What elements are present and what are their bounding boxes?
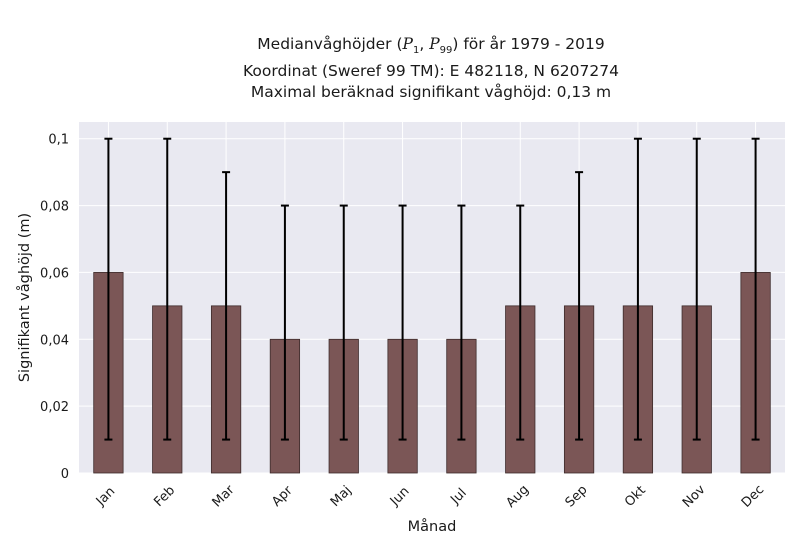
x-tick-label: Apr: [269, 483, 296, 510]
title-p-low-sub: 1: [412, 45, 420, 57]
title-separator: ,: [419, 35, 430, 53]
x-axis-label: Månad: [408, 518, 457, 535]
y-tick-label: 0,08: [40, 200, 69, 215]
x-tick-label: Jan: [93, 484, 118, 509]
title-p-low: P: [402, 35, 413, 53]
title-p-high: P: [429, 35, 440, 53]
title-line-1: Medianvåghöjder (P1, P99) för år 1979 - …: [0, 34, 800, 61]
title-line-1-suffix: ) för år 1979 - 2019: [452, 35, 605, 53]
x-tick-label: Dec: [739, 482, 767, 510]
y-tick-label: 0,1: [48, 133, 69, 148]
title-line-2: Koordinat (Sweref 99 TM): E 482118, N 62…: [243, 62, 619, 81]
x-tick-label: Mar: [210, 482, 238, 510]
x-tick-label: Maj: [328, 483, 355, 510]
y-tick-label: 0,04: [40, 333, 69, 348]
title-line-1-prefix: Medianvåghöjder (: [257, 35, 403, 53]
y-axis-label: Signifikant våghöjd (m): [16, 213, 33, 382]
x-tick-label: Jun: [387, 484, 413, 510]
title-line-3: Maximal beräknad signifikant våghöjd: 0,…: [250, 83, 612, 102]
x-tick-label: Feb: [151, 483, 178, 510]
y-tick-label: 0: [61, 467, 69, 482]
y-tick-label: 0,06: [40, 266, 69, 281]
x-tick-label: Okt: [622, 483, 649, 510]
x-tick-label: Sep: [563, 483, 591, 511]
x-tick-label: Jul: [447, 486, 469, 508]
plot-area: [79, 122, 785, 473]
x-tick-label: Aug: [503, 482, 532, 511]
x-tick-label: Nov: [680, 482, 709, 511]
chart-title: Medianvåghöjder (P1, P99) för år 1979 - …: [0, 34, 800, 103]
title-p-high-sub: 99: [439, 45, 453, 57]
y-tick-label: 0,02: [40, 400, 69, 415]
